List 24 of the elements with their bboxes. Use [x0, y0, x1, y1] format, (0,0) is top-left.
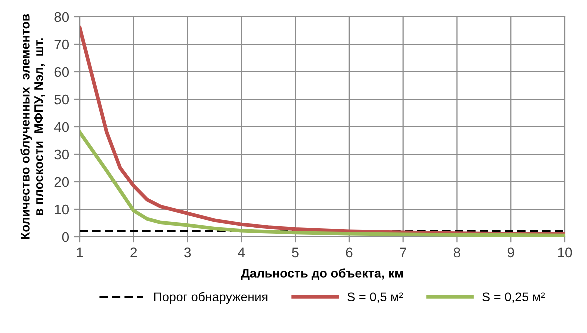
legend-label: S = 0,5 м² — [348, 292, 404, 304]
y-tick-label: 70 — [54, 40, 70, 50]
y-tick-label: 40 — [54, 122, 70, 132]
y-axis-title: Количество облученных элементов в плоскости МФПУ, Nэл, шт. — [20, 14, 46, 240]
x-tick-label: 4 — [238, 248, 246, 258]
y-tick-label: 0 — [62, 232, 70, 242]
x-tick-label: 9 — [508, 248, 514, 258]
y-tick-label: 30 — [54, 150, 70, 160]
y-tick-label: 60 — [54, 67, 70, 78]
x-axis-title: Дальность до объекта, км — [241, 268, 404, 280]
x-tick-label: 10 — [558, 248, 572, 258]
x-tick-label: 2 — [130, 248, 138, 258]
legend-label: S = 0,25 м² — [482, 292, 546, 304]
x-tick-label: 5 — [292, 248, 299, 258]
legend-label: Порог обнаружения — [154, 292, 268, 304]
x-tick-label: 1 — [77, 248, 84, 258]
x-tick-label: 3 — [184, 248, 192, 258]
y-tick-label: 20 — [54, 177, 70, 188]
x-tick-label: 7 — [400, 248, 406, 258]
x-tick-label: 6 — [346, 248, 353, 258]
y-tick-label: 50 — [54, 94, 70, 105]
y-tick-label: 10 — [55, 204, 70, 215]
y-tick-label: 80 — [54, 12, 70, 22]
x-tick-label: 8 — [454, 248, 460, 258]
